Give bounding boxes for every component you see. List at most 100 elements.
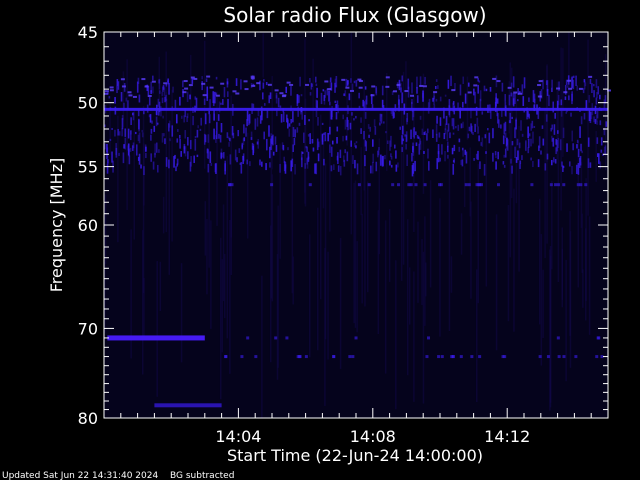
interference-mark (382, 105, 385, 109)
interference-mark (588, 95, 591, 103)
interference-mark (174, 99, 177, 109)
interference-mark (134, 131, 137, 135)
noise-streak (587, 39, 589, 216)
interference-mark (305, 145, 307, 149)
interference-mark (320, 92, 323, 105)
interference-mark (333, 164, 335, 171)
interference-mark (509, 112, 512, 124)
interference-mark (152, 86, 154, 94)
interference-mark (519, 160, 522, 165)
interference-mark (419, 140, 422, 150)
interference-mark (530, 123, 532, 131)
interference-mark (390, 156, 393, 160)
interference-mark (259, 159, 261, 166)
interference-mark (256, 117, 259, 127)
interference-mark (475, 106, 478, 116)
interference-mark (314, 163, 316, 174)
interference-mark (410, 129, 412, 140)
interference-mark (331, 105, 333, 118)
interference-mark (226, 91, 229, 97)
interference-mark (370, 94, 375, 97)
interference-mark (169, 138, 171, 142)
interference-mark (350, 78, 352, 83)
interference-mark (127, 143, 130, 156)
interference-mark (485, 151, 487, 154)
interference-mark (256, 82, 261, 85)
noise-streak (422, 73, 425, 194)
noise-streak (510, 67, 513, 199)
interference-mark (287, 147, 289, 151)
interference-mark (507, 86, 512, 89)
interference-mark (371, 161, 374, 174)
interference-mark (131, 112, 134, 116)
noise-speck (439, 183, 443, 187)
noise-streak (165, 51, 167, 109)
interference-mark (405, 134, 408, 143)
interference-mark (370, 165, 372, 174)
interference-mark (604, 95, 607, 104)
interference-mark (330, 146, 333, 157)
interference-mark (381, 85, 384, 96)
noise-speck (546, 355, 550, 359)
noise-speck (562, 355, 566, 359)
interference-mark (571, 130, 574, 142)
interference-mark (380, 113, 383, 124)
interference-mark (182, 91, 187, 94)
interference-mark (254, 118, 257, 130)
noise-speck (414, 183, 418, 187)
noise-speck (227, 183, 231, 187)
interference-mark (497, 113, 499, 124)
noise-streak (324, 163, 327, 340)
interference-mark (251, 84, 256, 87)
interference-mark (552, 101, 555, 113)
interference-mark (399, 126, 402, 130)
interference-mark (114, 129, 116, 137)
interference-mark (554, 159, 557, 164)
noise-speck (230, 183, 234, 187)
interference-mark (527, 111, 529, 117)
noise-speck (332, 355, 336, 359)
interference-mark (560, 99, 563, 106)
interference-mark (358, 92, 360, 99)
noise-streak (339, 237, 342, 369)
interference-mark (419, 115, 422, 120)
interference-mark (571, 91, 573, 102)
noise-streak (180, 263, 183, 363)
interference-mark (219, 134, 222, 143)
interference-mark (521, 84, 524, 95)
interference-mark (450, 75, 452, 87)
interference-mark (416, 135, 419, 139)
noise-streak (291, 125, 294, 294)
interference-mark (315, 99, 318, 107)
interference-mark (362, 99, 364, 107)
interference-mark (250, 131, 253, 141)
interference-mark (327, 88, 332, 91)
interference-mark (165, 157, 168, 167)
noise-streak (319, 114, 322, 300)
interference-mark (220, 122, 223, 133)
interference-mark (163, 82, 168, 85)
interference-mark (382, 155, 384, 167)
interference-mark (232, 132, 235, 139)
interference-mark (246, 109, 249, 121)
interference-mark (489, 110, 492, 119)
noise-streak (226, 155, 229, 339)
interference-mark (324, 80, 329, 83)
noise-streak (142, 105, 145, 294)
interference-mark (190, 155, 192, 167)
interference-mark (276, 108, 278, 117)
interference-mark (213, 128, 215, 140)
interference-mark (423, 151, 425, 154)
noise-streak (158, 56, 161, 101)
noise-streak (353, 182, 355, 324)
noise-speck (574, 355, 578, 359)
interference-mark (190, 76, 195, 79)
interference-mark (180, 115, 183, 119)
interference-mark (121, 118, 124, 130)
interference-mark (123, 102, 125, 109)
interference-mark (331, 140, 334, 145)
interference-mark (292, 111, 294, 123)
interference-mark (355, 145, 357, 149)
interference-mark (245, 127, 247, 137)
interference-mark (460, 123, 463, 129)
